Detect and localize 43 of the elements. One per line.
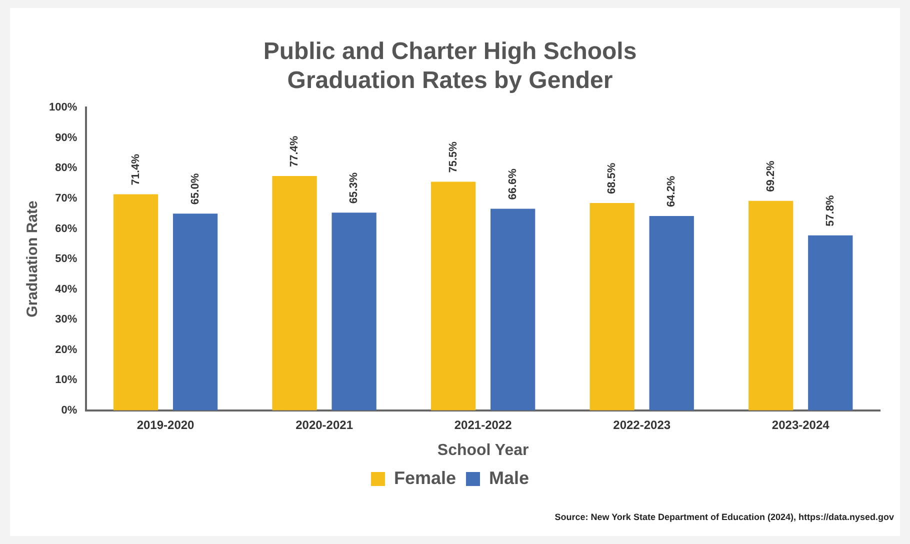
- bar: [590, 202, 634, 410]
- data-label: 57.8%: [824, 194, 836, 226]
- x-axis-title: School Year: [437, 442, 529, 459]
- source-note: Source: New York State Department of Education (2024), https://data.nysed.gov: [554, 512, 894, 522]
- y-tick-label: 80%: [55, 162, 78, 174]
- bar: [490, 208, 536, 410]
- legend-label: Female: [394, 468, 456, 488]
- text: Public and Charter High Schools: [263, 38, 637, 66]
- data-label: 64.2%: [666, 176, 678, 207]
- data-label: 77.4%: [288, 136, 301, 168]
- y-tick-label: 100%: [48, 102, 78, 114]
- data-label: 71.4%: [130, 154, 142, 186]
- y-tick-label: 0%: [61, 404, 78, 416]
- data-label: 75.5%: [447, 141, 460, 173]
- x-tick-label: 2021-2022: [454, 418, 512, 432]
- bar: [332, 212, 376, 410]
- x-tick-label: 2019-2020: [136, 418, 195, 432]
- data-label: 65.3%: [348, 172, 360, 204]
- y-tick-label: 50%: [55, 253, 78, 266]
- y-tick-label: 60%: [55, 222, 78, 235]
- x-tick-label: 2020-2021: [296, 418, 354, 432]
- data-label: 65.0%: [189, 173, 202, 205]
- y-axis-title: Graduation Rate: [24, 200, 42, 318]
- y-tick-label: 40%: [55, 283, 78, 296]
- legend-label: Male: [489, 468, 530, 488]
- y-tick-label: 20%: [55, 344, 78, 356]
- y-tick-label: 90%: [55, 132, 78, 144]
- bar: [649, 216, 694, 410]
- data-label: 69.2%: [764, 160, 777, 192]
- data-label: 68.5%: [606, 162, 618, 194]
- data-label: 66.6%: [506, 168, 519, 200]
- bar: [430, 182, 476, 410]
- bar: [748, 200, 794, 410]
- bar: [808, 235, 853, 410]
- y-tick-label: 30%: [55, 314, 78, 326]
- bar: [172, 214, 218, 410]
- bar: [113, 194, 158, 410]
- y-tick-label: 70%: [55, 192, 78, 204]
- x-tick-label: 2022-2023: [613, 418, 671, 432]
- bar: [272, 176, 317, 410]
- x-tick-label: 2023-2024: [772, 418, 830, 432]
- text: Graduation Rates by Gender: [287, 66, 613, 94]
- y-tick-label: 10%: [55, 374, 78, 386]
